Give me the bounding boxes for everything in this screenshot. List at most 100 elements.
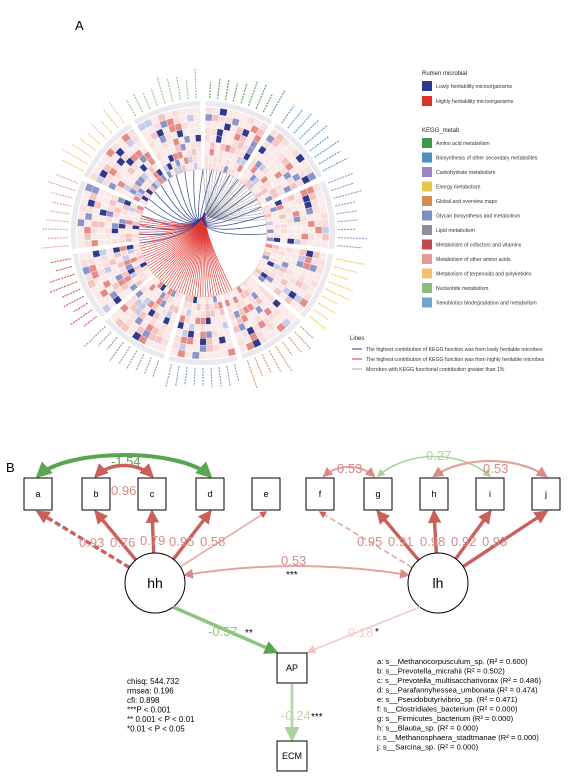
heatmap-cell: [76, 233, 85, 242]
heatmap-cell: [90, 226, 99, 234]
label-stroke: [335, 258, 365, 265]
label-stroke: [133, 93, 144, 113]
heatmap-cell: [307, 233, 316, 241]
path-lh-ap: [306, 606, 421, 654]
cov-b-c-label: 0.96: [111, 483, 136, 498]
loading-label-g: 0.91: [388, 534, 413, 549]
cov-hh-lh-sig: ***: [286, 570, 298, 581]
path-hh-ap-label: -0.57: [208, 624, 238, 639]
label-stroke: [288, 336, 302, 353]
heatmap-cell: [306, 213, 315, 222]
heatmap-cell: [195, 310, 201, 318]
key-entry-i: i: s__Methanosphaera_stadtmanae (R² = 0.…: [377, 733, 539, 742]
heatmap-cell: [195, 141, 202, 149]
heatmap-cell: [205, 324, 212, 332]
heatmap-cell: [185, 343, 194, 352]
heatmap-cell: [104, 233, 112, 240]
cov-a-d: [35, 453, 213, 479]
heatmap-cell: [191, 351, 200, 360]
key-name: s__Methanocorpusculum_sp.: [385, 657, 484, 666]
label-stroke: [185, 80, 189, 99]
legend-label: Metabolism of other amino acids: [436, 257, 511, 263]
label-stroke: [261, 354, 272, 373]
path-hh-ap: [172, 605, 279, 654]
legend-label: Biosynthesis of other secondary metaboli…: [436, 156, 538, 162]
sector-band: [273, 123, 322, 178]
loading-path-b: [94, 509, 138, 562]
label-stroke: [108, 100, 125, 124]
legend-label: Glycan biosynthesis and metabolism: [436, 214, 520, 220]
key-r2: 0.000: [517, 733, 536, 742]
latent-lh-label: lh: [433, 575, 444, 591]
cov-f-g-label: 0.53: [337, 461, 362, 476]
heatmap-cell: [266, 236, 274, 242]
label-stroke: [142, 93, 151, 110]
key-open: (R² =: [470, 714, 491, 723]
key-entry-f: f: s__Clostridiales_bacterium (R² = 0.00…: [377, 705, 518, 714]
heatmap-cell: [206, 351, 215, 360]
legend-label: Lipid metabolism: [436, 228, 475, 234]
key-sep: :: [379, 733, 383, 742]
legend-label: The highest contribution of KEGG functio…: [366, 347, 543, 353]
key-r2: 0.600: [506, 657, 525, 666]
label-stroke: [337, 237, 367, 240]
cov-hh-lh: [183, 565, 410, 579]
key-close: ): [515, 695, 518, 704]
key-close: ): [502, 667, 505, 676]
heatmap-cell: [190, 141, 197, 150]
heatmap-cell: [196, 148, 202, 156]
heatmap-cell: [287, 227, 295, 234]
label-stroke: [337, 244, 363, 249]
legend-label: Global and overview maps: [436, 199, 498, 205]
label-stroke: [83, 325, 106, 347]
link-blue: [203, 212, 268, 235]
loading-label-b: 0.76: [110, 535, 135, 550]
heatmap-cell: [83, 226, 92, 234]
observed-box-j: [531, 477, 561, 511]
heatmap-cell: [321, 218, 329, 227]
heatmap-cell: [197, 161, 202, 170]
observed-label-j: j: [544, 489, 547, 499]
legend-label: Nucleotide metabolism: [436, 286, 488, 292]
heatmap-cell: [294, 227, 302, 234]
loading-path-e: [179, 511, 268, 568]
heatmap-cell: [301, 227, 309, 234]
key-sep: :: [381, 676, 385, 685]
key-id: g: [377, 714, 381, 723]
key-name: s__Prevotella_micrahii: [385, 667, 462, 676]
heatmap-cell: [199, 351, 207, 360]
heatmap-cell: [321, 233, 330, 242]
label-stroke: [321, 295, 337, 305]
legend-swatch: [422, 239, 432, 250]
heatmap-cell: [192, 106, 201, 115]
label-stroke: [336, 210, 358, 215]
heatmap-cell: [186, 114, 195, 123]
heatmap-cell: [84, 182, 94, 193]
heatmap-cell: [300, 220, 309, 228]
label-stroke: [328, 172, 353, 184]
label-stroke: [194, 69, 197, 99]
heatmap-cell: [196, 155, 202, 163]
key-open: (R² =: [498, 676, 519, 685]
heatmap-cell: [90, 220, 99, 228]
heatmap-cell: [273, 237, 281, 243]
heatmap-cell: [321, 240, 329, 249]
panel-a-legend: Rumen microbial Lowly heritability micro…: [350, 71, 545, 373]
heatmap-cell: [90, 233, 99, 241]
heatmap-cell: [90, 239, 99, 247]
label-stroke: [46, 237, 69, 239]
sector-band: [104, 318, 165, 359]
key-name: s__Parafannyhessea_umbonata: [385, 686, 495, 695]
legend-swatch: [422, 297, 432, 308]
key-sep: :: [381, 695, 385, 704]
heatmap-cell: [212, 336, 220, 345]
legend-swatch: [422, 283, 432, 293]
heatmap-cell: [170, 109, 180, 118]
path-ap-ecm-sig: ***: [311, 712, 323, 723]
legend-label: Energy metabolism: [436, 185, 480, 191]
key-open: (R² =: [435, 743, 456, 752]
label-stroke: [100, 120, 113, 134]
loading-path-i: [454, 509, 492, 560]
panel-a-label: A: [75, 18, 84, 33]
